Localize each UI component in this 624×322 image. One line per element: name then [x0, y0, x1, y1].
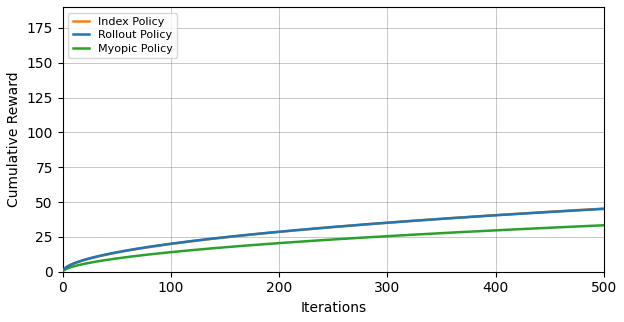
Rollout Policy: [600, 207, 608, 211]
Y-axis label: Cumulative Reward: Cumulative Reward: [7, 71, 21, 207]
Legend: Index Policy, Rollout Policy, Myopic Policy: Index Policy, Rollout Policy, Myopic Pol…: [68, 13, 177, 58]
Myopic Policy: [600, 223, 608, 227]
Myopic Policy: [585, 224, 592, 228]
Myopic Policy: [87, 261, 94, 265]
Rollout Policy: [585, 208, 592, 212]
Myopic Policy: [584, 224, 592, 228]
X-axis label: Iterations: Iterations: [300, 301, 366, 315]
Line: Rollout Policy: Rollout Policy: [62, 209, 604, 272]
Myopic Policy: [485, 229, 492, 232]
Myopic Policy: [59, 270, 66, 274]
Index Policy: [584, 208, 592, 212]
Line: Myopic Policy: Myopic Policy: [62, 225, 604, 272]
Index Policy: [485, 214, 492, 218]
Rollout Policy: [308, 227, 315, 231]
Index Policy: [600, 207, 608, 211]
Rollout Policy: [485, 214, 492, 218]
Rollout Policy: [584, 208, 592, 212]
Myopic Policy: [322, 238, 329, 242]
Line: Index Policy: Index Policy: [62, 209, 604, 272]
Index Policy: [322, 226, 329, 230]
Rollout Policy: [87, 256, 94, 260]
Index Policy: [585, 208, 592, 212]
Index Policy: [87, 257, 94, 260]
Index Policy: [59, 270, 66, 274]
Rollout Policy: [59, 270, 66, 274]
Rollout Policy: [322, 226, 329, 230]
Index Policy: [308, 227, 315, 231]
Myopic Policy: [308, 239, 315, 243]
